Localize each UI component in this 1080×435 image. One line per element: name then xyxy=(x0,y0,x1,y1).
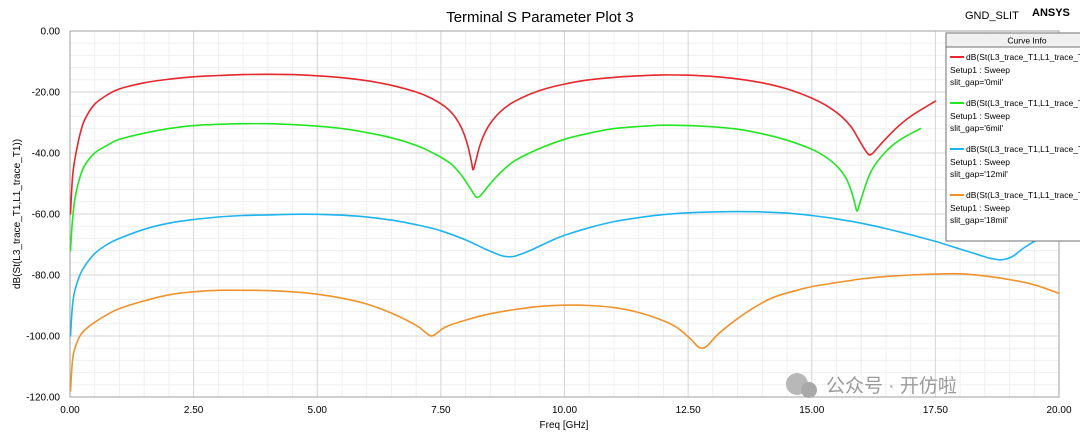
legend-header xyxy=(945,32,1080,48)
x-tick-label: 15.00 xyxy=(799,405,824,416)
legend-entry[interactable]: dB(St(L3_trace_T1,L1_trace_T1)) Setup1 : … xyxy=(950,190,1080,225)
legend-variation: slit_gap='6mil' xyxy=(950,123,1003,133)
x-tick-label: 20.00 xyxy=(1046,405,1071,416)
legend-box[interactable]: Curve Info dB(St(L3_trace_T1,L1_trace_T1… xyxy=(945,32,1080,242)
chart-title: Terminal S Parameter Plot 3 xyxy=(446,9,634,26)
legend-entry[interactable]: dB(St(L3_trace_T1,L1_trace_T1)) Setup1 : … xyxy=(950,52,1080,87)
legend-setup: Setup1 : Sweep xyxy=(950,65,1010,75)
x-axis-label: Freq [GHz] xyxy=(540,420,589,431)
series-line-2 xyxy=(69,122,922,252)
legend-expression: dB(St(L3_trace_T1,L1_trace_T1)) xyxy=(966,98,1080,108)
legend-expression: dB(St(L3_trace_T1,L1_trace_T1)) xyxy=(966,144,1080,154)
legend-expression: dB(St(L3_trace_T1,L1_trace_T1)) xyxy=(966,190,1080,200)
legend-entry[interactable]: dB(St(L3_trace_T1,L1_trace_T1)) Setup1 : … xyxy=(950,144,1080,179)
watermark: 公众号 · 开仿啦 xyxy=(786,373,957,398)
y-tick-label: -100.00 xyxy=(26,332,60,343)
plot-tag-label: GND_SLIT xyxy=(965,10,1019,22)
legend-setup: Setup1 : Sweep xyxy=(950,157,1010,167)
x-tick-label: 17.50 xyxy=(923,405,948,416)
series-line-4 xyxy=(69,272,1060,392)
series-layer xyxy=(69,73,1060,392)
legend-setup: Setup1 : Sweep xyxy=(950,203,1010,213)
wechat-icon-bubble xyxy=(801,382,817,398)
series-line-3 xyxy=(69,210,1060,337)
x-tick-labels: 0.00 2.50 5.00 7.50 10.00 12.50 15.00 17.50 20.0… xyxy=(60,405,1072,416)
y-tick-label: 0.00 xyxy=(41,27,61,38)
legend-expression: dB(St(L3_trace_T1,L1_trace_T1)) xyxy=(966,52,1080,62)
x-tick-label: 10.00 xyxy=(552,405,577,416)
legend-title: Curve Info xyxy=(1007,36,1046,46)
legend-frame xyxy=(945,32,1080,242)
watermark-text: 公众号 · 开仿啦 xyxy=(826,375,957,397)
x-tick-label: 0.00 xyxy=(60,405,80,416)
x-tick-label: 5.00 xyxy=(308,405,328,416)
x-tick-label: 2.50 xyxy=(184,405,204,416)
brand-label: ANSYS xyxy=(1032,7,1070,19)
y-tick-label: -120.00 xyxy=(26,393,60,404)
legend-setup: Setup1 : Sweep xyxy=(950,111,1010,121)
legend-entries: dB(St(L3_trace_T1,L1_trace_T1)) Setup1 : … xyxy=(950,52,1080,225)
y-tick-label: -40.00 xyxy=(32,149,61,160)
legend-variation: slit_gap='0mil' xyxy=(950,77,1003,87)
y-axis-label: dB(St(L3_trace_T1,L1_trace_T1)) xyxy=(12,139,23,289)
series-line-1 xyxy=(69,73,937,215)
x-tick-label: 7.50 xyxy=(431,405,451,416)
y-tick-label: -60.00 xyxy=(32,210,61,221)
x-tick-label: 12.50 xyxy=(676,405,701,416)
y-tick-label: -20.00 xyxy=(32,88,61,99)
legend-entry[interactable]: dB(St(L3_trace_T1,L1_trace_T1)) Setup1 : … xyxy=(950,98,1080,133)
grid xyxy=(69,30,1060,398)
y-tick-label: -80.00 xyxy=(32,271,61,282)
legend-variation: slit_gap='18mil' xyxy=(950,215,1008,225)
y-tick-labels: 0.00 -20.00 -40.00 -60.00 -80.00 -100.00 -120.… xyxy=(26,27,60,404)
legend-variation: slit_gap='12mil' xyxy=(950,169,1008,179)
